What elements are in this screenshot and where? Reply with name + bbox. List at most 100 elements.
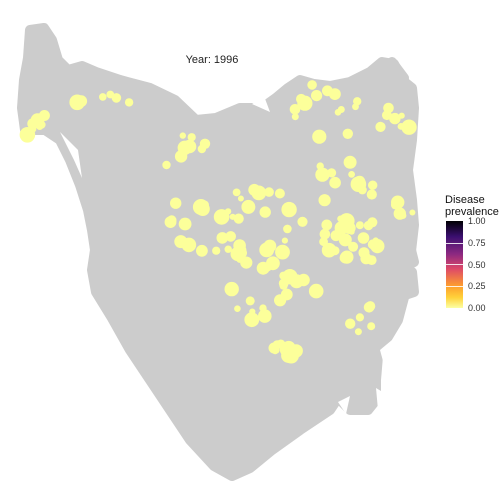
site-point [99,93,107,101]
site-point [291,113,299,121]
site-point [355,221,364,230]
site-point [19,127,36,143]
site-point [368,180,378,190]
site-point [258,309,272,323]
site-point [343,155,357,169]
site-point [111,93,122,103]
site-point [259,304,267,312]
site-point [319,237,328,247]
site-point [307,80,317,90]
site-point [281,237,288,244]
site-point [266,256,280,271]
site-point [390,200,400,210]
site-point [275,244,290,260]
site-point [353,97,362,106]
site-point [279,271,288,280]
site-point [232,188,241,197]
site-point [237,195,244,202]
legend-tick-label: 0.00 [468,303,486,313]
site-point [312,129,327,144]
site-point [319,228,331,240]
site-point [382,110,392,121]
site-point [248,183,261,196]
site-point [224,208,232,215]
site-point [225,231,236,242]
site-point [343,221,356,234]
prevalence-points [19,80,417,364]
site-point [315,167,330,182]
site-point [337,215,344,223]
site-point [178,217,192,231]
site-point [331,231,338,239]
site-point [224,245,232,253]
site-point [241,199,256,214]
site-point [236,247,247,259]
site-point [234,305,241,313]
site-point [75,95,88,107]
site-point [311,90,323,102]
site-point [366,255,377,265]
legend-tick-mark [446,264,463,265]
legend-title-line2: prevalence [445,206,499,218]
site-point [224,281,239,297]
year-title: Year: 1996 [185,54,239,66]
legend-tick-label: 1.00 [468,216,486,226]
site-point [174,235,188,249]
site-point [164,216,177,229]
site-point [264,187,274,197]
site-point [365,301,376,312]
site-point [401,119,417,135]
site-point [366,189,377,200]
legend-title: Disease prevalence [445,194,499,218]
legend-tick-mark [446,243,463,244]
site-point [272,346,280,354]
legend-title-line1: Disease [445,194,485,206]
site-point [281,340,296,355]
site-point [283,224,292,234]
site-point [274,294,287,307]
site-point [216,232,229,244]
site-point [348,171,355,178]
site-point [244,315,251,322]
site-point [389,112,401,125]
site-point [367,239,378,250]
site-point [296,93,307,105]
site-point [249,308,256,315]
site-point [162,160,171,170]
legend-tick-label: 0.50 [468,260,486,270]
site-point [289,104,301,115]
site-point [354,328,362,336]
site-point [337,106,345,113]
site-point [245,296,255,306]
site-point [259,206,271,218]
site-point [37,120,46,129]
site-point [308,283,324,299]
site-point [233,213,244,224]
site-point [345,318,356,329]
site-point [178,143,188,153]
site-point [179,132,186,139]
site-point [357,232,370,244]
site-point [196,244,208,257]
site-point [200,200,210,210]
site-point [297,216,308,227]
site-point [170,197,182,209]
legend-tick-label: 0.75 [468,238,486,248]
site-point [375,121,386,132]
legend-tick-mark [446,286,463,287]
site-point [342,128,353,139]
site-point [367,217,378,228]
site-point [187,133,196,142]
site-point [274,188,285,199]
site-point [399,212,407,219]
site-point [358,185,367,195]
site-point [212,246,221,255]
site-point [321,242,337,258]
site-point [348,241,359,252]
site-point [409,209,416,216]
site-point [297,273,310,287]
legend-tick-label: 0.25 [468,281,486,291]
site-point [355,313,364,322]
site-point [329,176,341,189]
